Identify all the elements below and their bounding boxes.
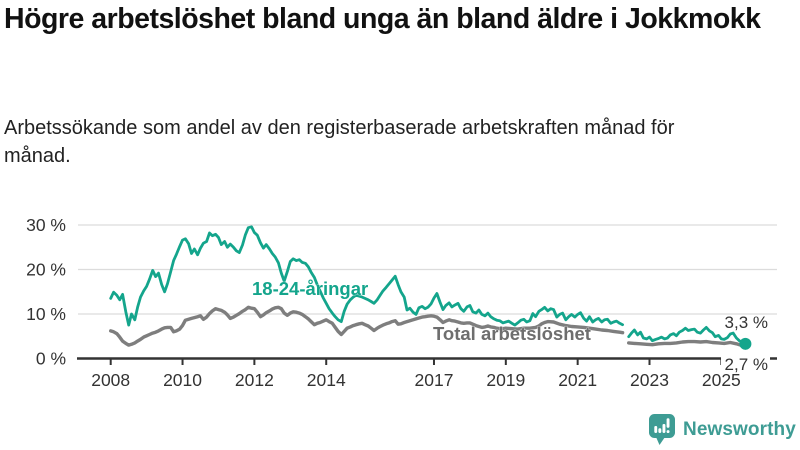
x-tick-label: 2010 xyxy=(163,370,202,390)
x-tick-label: 2017 xyxy=(415,370,454,390)
series-line-total xyxy=(627,339,748,349)
x-tick-label: 2008 xyxy=(91,370,130,390)
end-value-label-youth: 3,3 % xyxy=(725,313,768,332)
y-tick-label: 20 % xyxy=(26,260,66,280)
series-line-youth xyxy=(627,325,747,346)
x-tick-label: 2025 xyxy=(702,370,741,390)
series-label-youth: 18-24-åringar xyxy=(252,278,368,299)
series-line-youth xyxy=(109,225,624,327)
series-label-total: Total arbetslöshet xyxy=(433,323,591,344)
series-line-total xyxy=(108,305,625,347)
x-tick-label: 2021 xyxy=(558,370,597,390)
x-tick-label: 2012 xyxy=(235,370,274,390)
y-tick-label: 0 % xyxy=(36,349,66,369)
page-subtitle: Arbetssökande som andel av den registerb… xyxy=(4,117,675,168)
end-value-label-total: 2,7 % xyxy=(725,355,768,374)
newsworthy-logo[interactable]: Newsworthy xyxy=(648,413,796,446)
series-end-dot xyxy=(739,337,752,350)
x-tick-label: 2014 xyxy=(307,370,346,390)
x-tick-label: 2019 xyxy=(486,370,525,390)
x-tick-label: 2023 xyxy=(630,370,669,390)
newsworthy-wordmark: Newsworthy xyxy=(683,418,796,440)
page-title: Högre arbetslöshet bland unga än bland ä… xyxy=(4,3,761,35)
end-label-backdrop xyxy=(721,353,770,373)
y-tick-label: 30 % xyxy=(26,215,66,235)
y-tick-label: 10 % xyxy=(26,304,66,324)
newsworthy-bar-chart-bubble-icon xyxy=(649,414,675,445)
